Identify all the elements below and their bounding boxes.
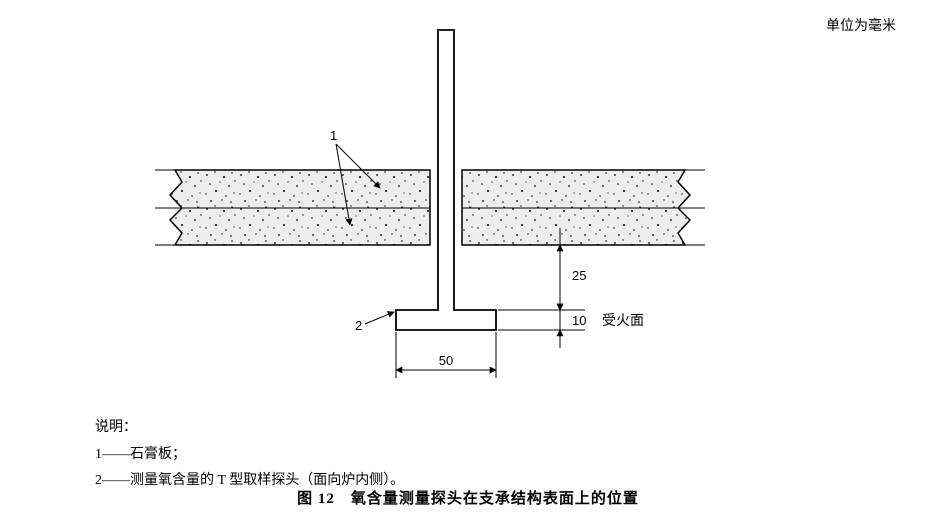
gypsum-board-right [462, 170, 705, 245]
legend-item-1: 1——石膏板； [95, 442, 404, 469]
fire-face-label: 受火面 [602, 313, 644, 329]
legend-item-2-key: 2 [95, 473, 102, 488]
dim-10: 10 [560, 292, 586, 348]
gypsum-board-left [155, 170, 430, 245]
legend-item-2-text: 测量氧含量的 T 型取样探头（面向炉内侧）。 [130, 473, 404, 488]
legend: 说明： 1——石膏板； 2——测量氧含量的 T 型取样探头（面向炉内侧）。 [95, 415, 404, 495]
legend-item-1-text: 石膏板； [130, 447, 186, 462]
callout-1-label: 1 [330, 128, 337, 143]
legend-heading: 说明： [95, 415, 404, 442]
dim-25-value: 25 [572, 268, 586, 283]
callout-2: 2 [355, 312, 394, 333]
legend-sep: —— [102, 473, 130, 488]
legend-item-1-key: 1 [95, 447, 102, 462]
dim-50: 50 [396, 332, 496, 378]
callout-2-label: 2 [355, 318, 362, 333]
dim-50-value: 50 [439, 353, 453, 368]
figure-caption: 图 12 氧含量测量探头在支承结构表面上的位置 [0, 487, 936, 508]
legend-sep: —— [102, 447, 130, 462]
diagram: 1 2 50 10 [0, 0, 936, 400]
dim-10-value: 10 [572, 313, 586, 328]
